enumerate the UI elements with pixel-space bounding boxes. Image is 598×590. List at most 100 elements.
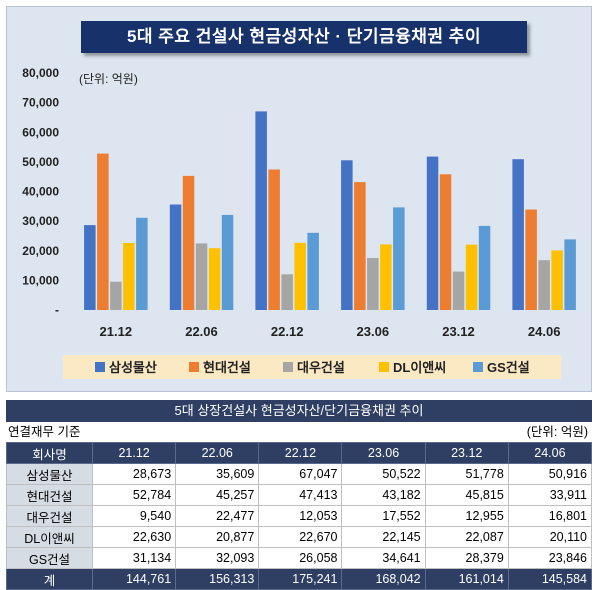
table-row: 삼성물산 28,673 35,609 67,047 50,522 51,778 … bbox=[6, 463, 593, 485]
bar bbox=[97, 153, 109, 310]
x-tick-label: 23.12 bbox=[442, 324, 475, 339]
company-name-cell: 현대건설 bbox=[6, 484, 93, 506]
bar bbox=[208, 248, 221, 310]
value-cell: 35,609 bbox=[175, 463, 260, 485]
bar bbox=[439, 174, 452, 310]
table-subheader: 연결재무 기준 (단위: 억원) bbox=[6, 422, 592, 442]
value-cell: 22,477 bbox=[175, 505, 260, 527]
company-name-cell: 대우건설 bbox=[6, 505, 93, 527]
value-cell: 33,911 bbox=[507, 484, 593, 506]
bar bbox=[525, 209, 537, 310]
value-cell: 45,257 bbox=[175, 484, 260, 506]
legend-label: DL이앤씨 bbox=[393, 360, 446, 375]
header-cell: 22.06 bbox=[175, 442, 260, 464]
value-cell: 20,877 bbox=[175, 526, 260, 548]
value-cell: 12,955 bbox=[424, 505, 509, 527]
bar bbox=[182, 175, 195, 310]
bar bbox=[452, 271, 465, 310]
header-cell: 회사명 bbox=[6, 442, 93, 464]
total-value-cell: 144,761 bbox=[91, 568, 177, 590]
value-cell: 31,134 bbox=[91, 547, 177, 569]
x-tick-label: 21.12 bbox=[100, 324, 133, 339]
legend-swatch bbox=[379, 362, 389, 372]
bar bbox=[512, 159, 524, 310]
y-tick-label: 60,000 bbox=[22, 125, 59, 139]
bar bbox=[110, 281, 122, 310]
bar bbox=[551, 250, 563, 310]
data-table: 회사명 21.12 22.06 22.12 23.06 23.12 24.06 … bbox=[6, 442, 593, 590]
bar bbox=[465, 244, 478, 310]
bar bbox=[84, 225, 96, 310]
bar bbox=[354, 182, 366, 310]
company-name-cell: DL이앤씨 bbox=[6, 526, 93, 548]
total-value-cell: 175,241 bbox=[258, 568, 343, 590]
y-tick-label: 80,000 bbox=[22, 66, 59, 80]
legend-swatch bbox=[283, 362, 293, 372]
value-cell: 20,110 bbox=[507, 526, 593, 548]
legend-swatch bbox=[189, 362, 199, 372]
y-tick-label: 30,000 bbox=[22, 214, 59, 228]
x-tick-label: 23.06 bbox=[357, 324, 390, 339]
bar bbox=[380, 244, 392, 310]
legend-label: 대우건설 bbox=[297, 360, 345, 375]
value-cell: 50,916 bbox=[507, 463, 593, 485]
table-row: DL이앤씨 22,630 20,877 22,670 22,145 22,087… bbox=[6, 526, 593, 548]
value-cell: 12,053 bbox=[258, 505, 343, 527]
total-value-cell: 161,014 bbox=[424, 568, 509, 590]
x-tick-label: 22.12 bbox=[271, 324, 304, 339]
x-tick-label: 22.06 bbox=[185, 324, 218, 339]
bar bbox=[307, 232, 319, 310]
header-cell: 23.12 bbox=[424, 442, 509, 464]
company-name-cell: GS건설 bbox=[6, 547, 93, 569]
bar bbox=[195, 243, 208, 310]
y-tick-label: 70,000 bbox=[22, 96, 59, 110]
bar bbox=[564, 239, 576, 310]
value-cell: 32,093 bbox=[175, 547, 260, 569]
bar bbox=[169, 204, 182, 310]
value-cell: 45,815 bbox=[424, 484, 509, 506]
bar bbox=[341, 160, 353, 310]
value-cell: 47,413 bbox=[258, 484, 343, 506]
value-cell: 50,522 bbox=[341, 463, 426, 485]
bar bbox=[136, 217, 148, 310]
table-row: 현대건설 52,784 45,257 47,413 43,182 45,815 … bbox=[6, 484, 593, 506]
header-cell: 22.12 bbox=[258, 442, 343, 464]
header-cell: 21.12 bbox=[91, 442, 177, 464]
value-cell: 17,552 bbox=[341, 505, 426, 527]
total-value-cell: 156,313 bbox=[175, 568, 260, 590]
bar bbox=[538, 260, 550, 310]
value-cell: 22,670 bbox=[258, 526, 343, 548]
header-cell: 23.06 bbox=[341, 442, 426, 464]
value-cell: 43,182 bbox=[341, 484, 426, 506]
bar bbox=[393, 207, 405, 310]
value-cell: 9,540 bbox=[91, 505, 177, 527]
total-value-cell: 168,042 bbox=[341, 568, 426, 590]
table-total-row: 계 144,761 156,313 175,241 168,042 161,01… bbox=[6, 568, 593, 590]
y-tick-label: 40,000 bbox=[22, 185, 59, 199]
table-basis-label: 연결재무 기준 bbox=[8, 425, 81, 439]
bar bbox=[294, 242, 306, 310]
table-row: 대우건설 9,540 22,477 12,053 17,552 12,955 1… bbox=[6, 505, 593, 527]
table-title: 5대 상장건설사 현금성자산/단기금융채권 추이 bbox=[6, 400, 592, 422]
value-cell: 22,630 bbox=[91, 526, 177, 548]
data-table-section: 5대 상장건설사 현금성자산/단기금융채권 추이 연결재무 기준 (단위: 억원… bbox=[6, 400, 593, 590]
chart-title: 5대 주요 건설사 현금성자산 · 단기금융채권 추이 bbox=[81, 21, 527, 53]
value-cell: 28,673 bbox=[91, 463, 177, 485]
header-cell: 24.06 bbox=[507, 442, 593, 464]
y-tick-label: 10,000 bbox=[22, 273, 59, 287]
value-cell: 28,379 bbox=[424, 547, 509, 569]
table-row: GS건설 31,134 32,093 26,058 34,641 28,379 … bbox=[6, 547, 593, 569]
total-label-cell: 계 bbox=[6, 568, 93, 590]
bar bbox=[123, 243, 135, 310]
bar bbox=[255, 111, 267, 311]
value-cell: 22,145 bbox=[341, 526, 426, 548]
unit-label: (단위: 억원) bbox=[79, 72, 138, 86]
value-cell: 52,784 bbox=[91, 484, 177, 506]
value-cell: 51,778 bbox=[424, 463, 509, 485]
table-unit-label: (단위: 억원) bbox=[526, 425, 588, 439]
bar bbox=[478, 225, 491, 310]
bar bbox=[268, 169, 280, 310]
value-cell: 16,801 bbox=[507, 505, 593, 527]
legend-swatch bbox=[95, 362, 105, 372]
legend-label: GS건설 bbox=[487, 360, 530, 375]
